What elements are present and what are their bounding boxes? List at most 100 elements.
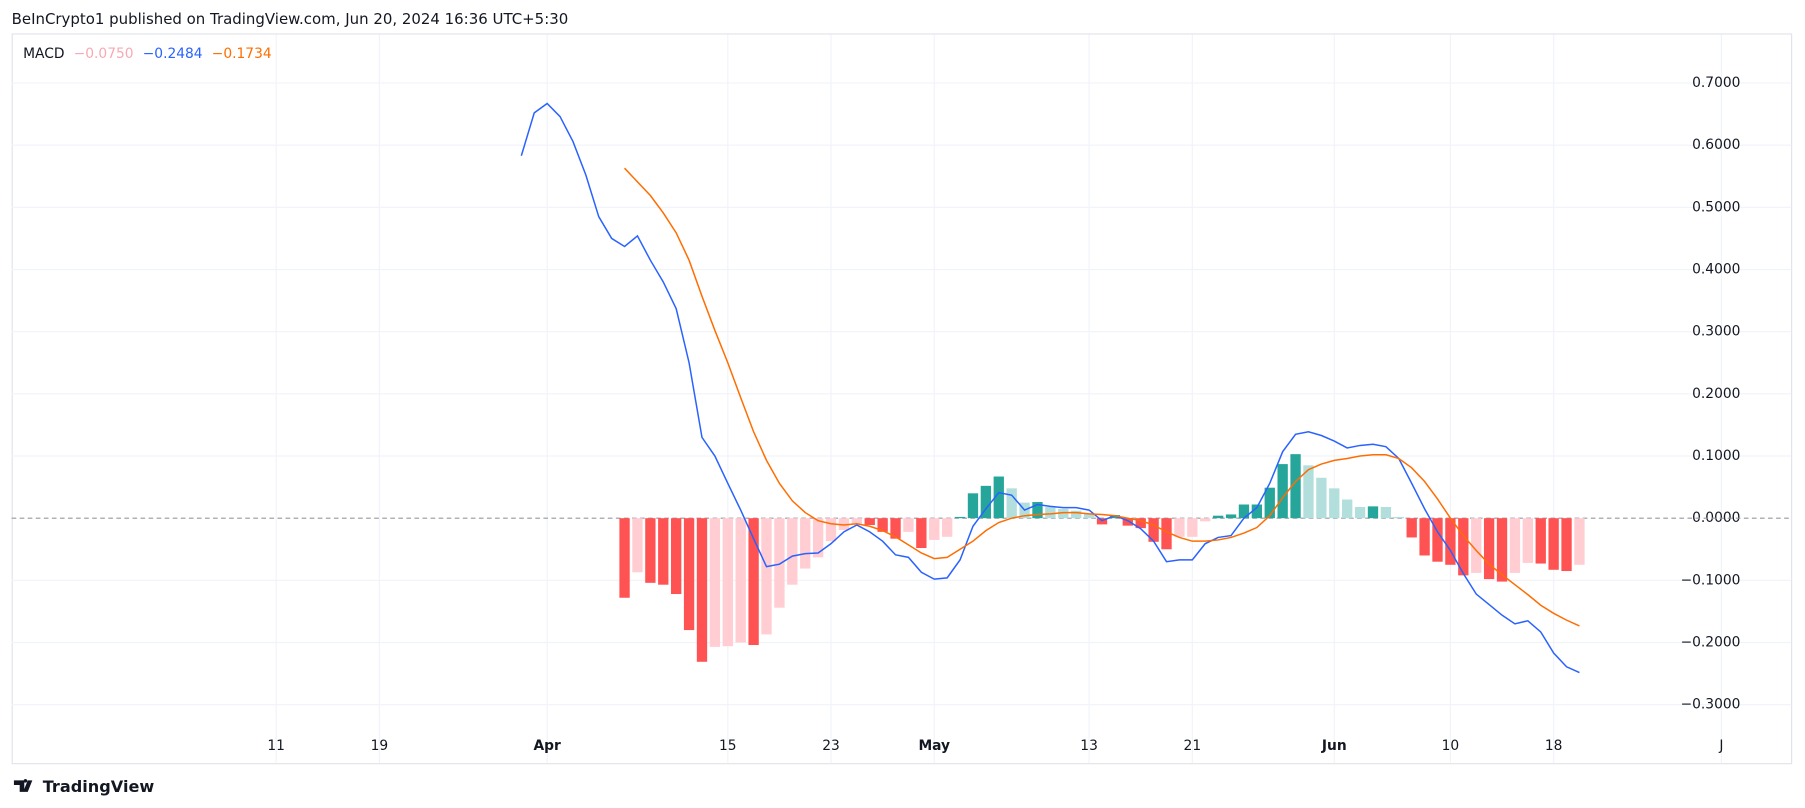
- histogram-bar: [1471, 518, 1482, 573]
- histogram-bar: [1535, 518, 1546, 564]
- histogram-bar: [632, 518, 643, 573]
- x-tick-label: 19: [371, 738, 389, 754]
- histogram-bar: [1290, 454, 1301, 519]
- histogram-bar: [1109, 515, 1121, 519]
- histogram-bar: [851, 518, 862, 524]
- x-tick-label: 23: [822, 738, 840, 754]
- histogram-bar: [838, 518, 850, 530]
- histogram-bar: [1083, 513, 1095, 519]
- histogram-bar: [1496, 518, 1508, 582]
- histogram-bar: [1058, 508, 1069, 519]
- histogram-bar: [1354, 506, 1366, 519]
- histogram-bar: [709, 518, 721, 647]
- histogram-bar: [812, 518, 824, 558]
- histogram-bar: [1122, 518, 1133, 526]
- histogram-bar: [929, 518, 940, 540]
- histogram-bar: [1071, 510, 1082, 519]
- histogram-bar: [671, 518, 682, 595]
- x-tick-label: 15: [719, 738, 737, 754]
- x-tick-label: 18: [1545, 738, 1563, 754]
- histogram-bar: [774, 518, 785, 608]
- histogram-bar: [735, 518, 746, 643]
- x-tick-label: 10: [1442, 738, 1460, 754]
- y-tick-label: 0.7000: [1692, 75, 1740, 91]
- histogram-bar: [967, 493, 979, 519]
- histogram-bar: [980, 485, 992, 519]
- histogram-bar: [1238, 504, 1250, 519]
- x-tick-label: Jun: [1321, 738, 1347, 754]
- legend-value: −0.2484: [143, 46, 203, 62]
- histogram-bar: [1303, 465, 1314, 519]
- y-tick-label: 0.5000: [1692, 199, 1740, 215]
- histogram-bar: [1548, 518, 1559, 570]
- logo-icon: [13, 778, 33, 792]
- histogram-bar: [1212, 515, 1224, 519]
- histogram-bar: [1200, 518, 1211, 522]
- histogram-bar: [748, 518, 759, 645]
- legend: MACD −0.0750 −0.2484 −0.1734: [23, 46, 272, 62]
- y-tick-label: 0.1000: [1692, 448, 1740, 464]
- histogram-bar: [1264, 487, 1275, 519]
- panel-border: [11, 33, 1793, 765]
- y-tick-label: 0.0000: [1692, 510, 1740, 526]
- legend-title: MACD: [23, 46, 64, 62]
- grid: [11, 34, 1792, 764]
- histogram-bar: [1148, 518, 1159, 542]
- histogram-bar: [1419, 518, 1430, 556]
- histogram-bar: [645, 518, 656, 583]
- histogram-bar: [1251, 504, 1263, 519]
- histogram-bar: [1225, 514, 1237, 519]
- histogram-bar: [722, 518, 733, 647]
- y-tick-label: 0.6000: [1692, 137, 1740, 153]
- x-tick-label: May: [918, 738, 950, 754]
- histogram-bar: [658, 518, 669, 585]
- histogram-bar: [1161, 518, 1172, 550]
- histogram-bar: [1458, 518, 1469, 576]
- histogram-bar: [1561, 518, 1572, 572]
- histogram-bar: [761, 518, 772, 635]
- histogram-bar: [1006, 488, 1017, 519]
- histogram-bar: [1522, 518, 1533, 563]
- x-tick-label: 13: [1080, 738, 1098, 754]
- legend-value: −0.0750: [74, 46, 134, 62]
- histogram-bar: [1342, 499, 1353, 519]
- histogram-bar: [1574, 518, 1585, 565]
- histogram-bar: [1174, 518, 1185, 537]
- line-series: [624, 167, 1580, 627]
- histogram-bar: [683, 518, 695, 631]
- histogram-bar: [1187, 518, 1198, 537]
- histogram-bar: [619, 518, 630, 598]
- histogram-bar: [1316, 477, 1327, 519]
- histogram-bar: [993, 476, 1004, 519]
- histogram-bar: [864, 518, 875, 526]
- y-tick-label: 0.2000: [1692, 386, 1740, 402]
- histogram-bar: [1406, 518, 1417, 538]
- histogram-bar: [787, 518, 798, 585]
- histogram-bar: [1277, 464, 1288, 519]
- histogram-bar: [1393, 516, 1404, 519]
- histogram-bar: [1032, 502, 1043, 519]
- histogram-bar: [916, 518, 927, 549]
- histogram-bar: [890, 518, 901, 539]
- line-series: [520, 102, 1580, 674]
- histogram-bar: [954, 516, 966, 519]
- x-tick-label: 11: [267, 738, 285, 754]
- histogram-bar: [903, 518, 914, 532]
- tv-logo: TradingView: [13, 777, 155, 796]
- histogram-bar: [1445, 518, 1456, 565]
- histogram-bar: [1432, 518, 1443, 562]
- y-tick-label: −0.3000: [1681, 697, 1741, 713]
- y-tick-label: 0.3000: [1692, 324, 1740, 340]
- x-tick-label: Apr: [533, 738, 561, 754]
- histogram-bar: [1045, 506, 1056, 519]
- footer: TradingView: [43, 777, 155, 796]
- y-tick-label: 0.4000: [1692, 262, 1740, 278]
- histogram-bar: [877, 518, 888, 532]
- histogram-bar: [1329, 488, 1340, 519]
- y-tick-label: −0.2000: [1681, 635, 1741, 651]
- histogram-bar: [941, 518, 953, 537]
- header: BeInCrypto1 published on TradingView.com…: [12, 10, 569, 28]
- histogram-bar: [1380, 506, 1392, 519]
